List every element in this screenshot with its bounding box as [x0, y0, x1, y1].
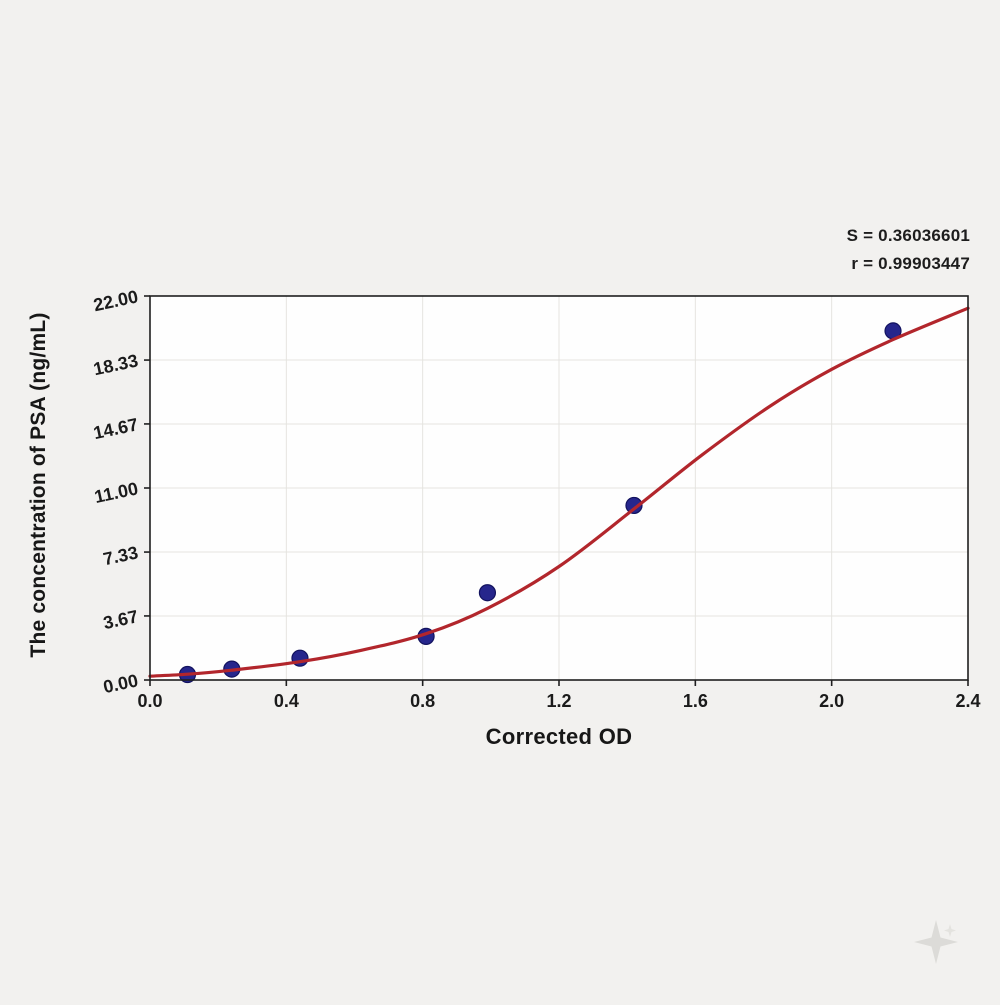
y-tick-label: 14.67: [92, 414, 140, 443]
x-tick-label: 2.0: [819, 691, 844, 711]
x-tick-label: 0.4: [274, 691, 299, 711]
x-tick-label: 1.6: [683, 691, 708, 711]
x-tick-label: 0.0: [137, 691, 162, 711]
data-point: [625, 496, 643, 515]
x-axis-title: Corrected OD: [485, 724, 633, 749]
fit-stat-s: S = 0.36036601: [846, 226, 970, 245]
fit-curve: [148, 306, 970, 678]
y-tick-label: 11.00: [93, 478, 140, 507]
data-point: [478, 584, 497, 602]
y-tick-label: 22.00: [92, 286, 140, 315]
y-axis-title: The concentration of PSA (ng/mL): [27, 312, 50, 658]
y-tick-label: 7.33: [101, 542, 139, 569]
fit-stat-r: r = 0.99903447: [851, 254, 970, 273]
y-tick-label: 0.00: [101, 670, 139, 697]
y-tick-label: 18.33: [92, 350, 140, 379]
y-tick-label: 3.67: [101, 606, 139, 633]
x-tick-label: 1.2: [546, 691, 571, 711]
x-tick-label: 2.4: [955, 691, 980, 711]
sparkle-watermark-icon: [914, 920, 958, 964]
fit-statistics: S = 0.36036601 r = 0.99903447: [847, 222, 970, 278]
x-tick-label: 0.8: [410, 691, 435, 711]
